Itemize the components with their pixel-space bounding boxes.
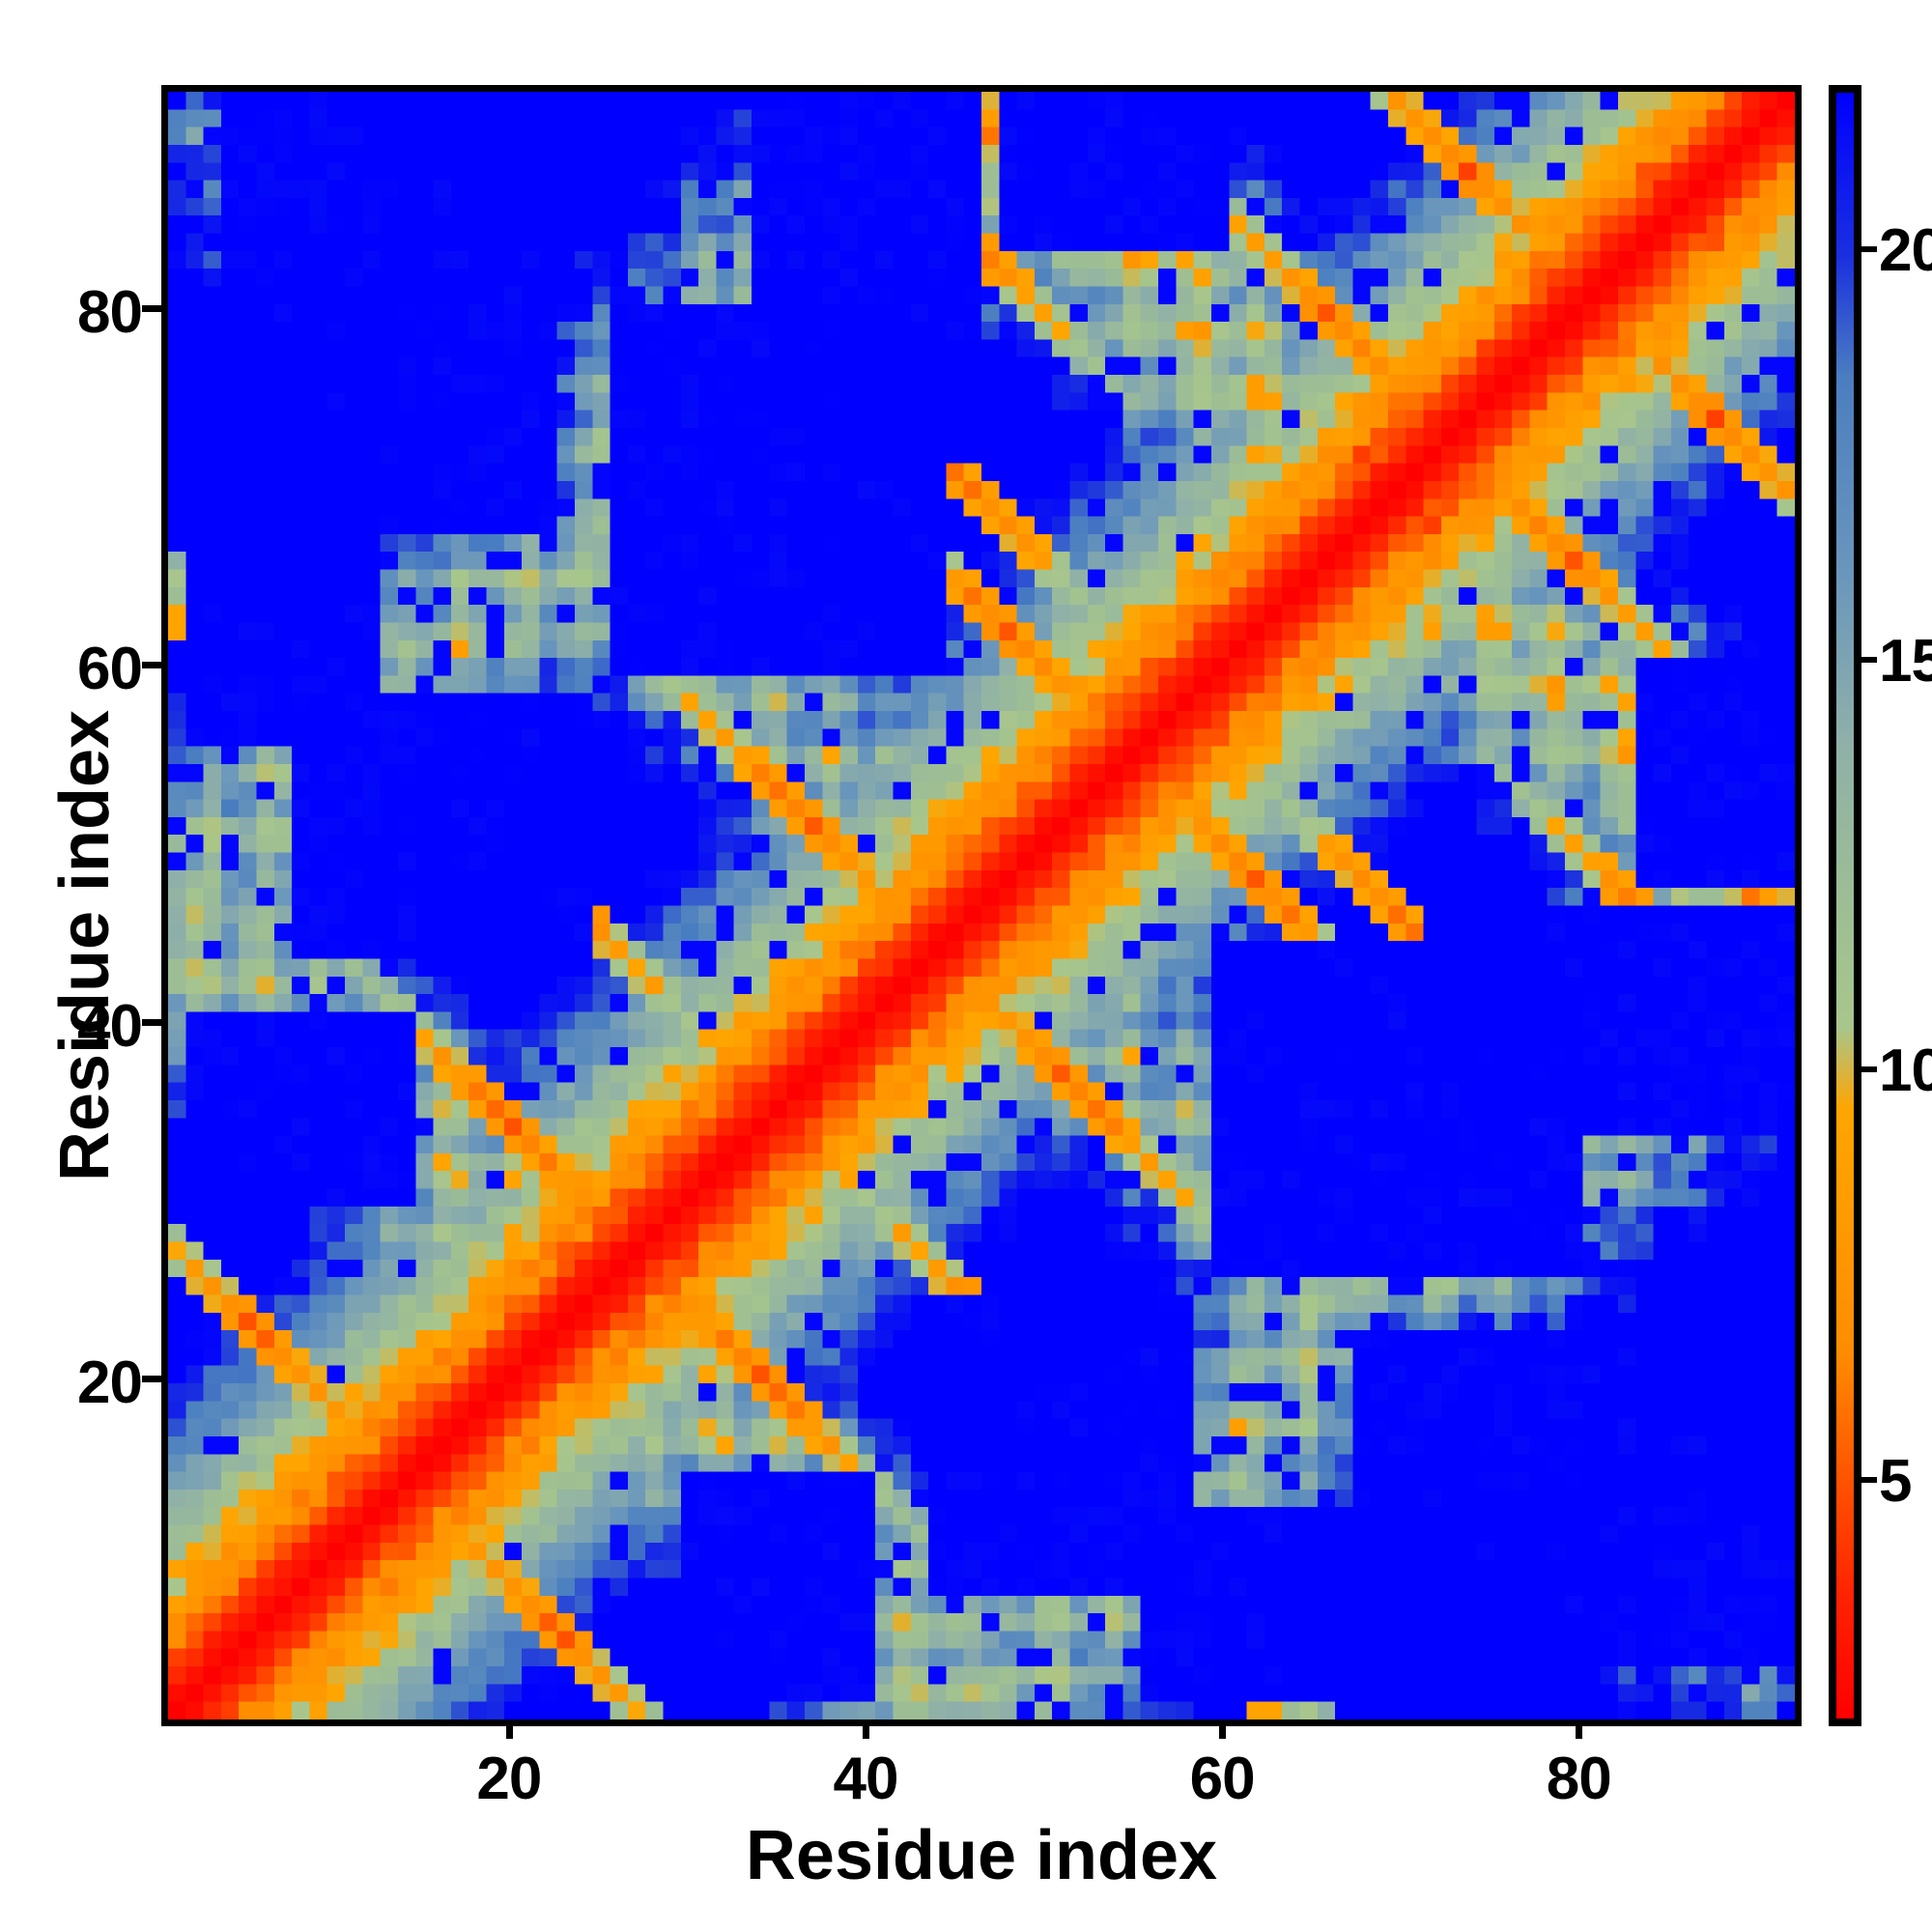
colorbar — [1829, 85, 1861, 1726]
y-axis-title: Residue index — [46, 709, 124, 1182]
heatmap-plot-area — [161, 85, 1802, 1726]
colorbar-tick-mark-5 — [1861, 1477, 1877, 1484]
colorbar-tick-label-15: 15 — [1879, 627, 1932, 695]
x-tick-mark-80 — [1576, 1719, 1583, 1739]
x-tick-mark-60 — [1219, 1719, 1227, 1739]
x-tick-label-20: 20 — [476, 1746, 542, 1812]
heatmap-canvas — [168, 92, 1795, 1719]
colorbar-tick-mark-10 — [1861, 1066, 1877, 1073]
x-tick-label-80: 80 — [1546, 1746, 1612, 1812]
y-tick-mark-80 — [142, 304, 161, 312]
y-tick-mark-40 — [142, 1018, 161, 1026]
colorbar-tick-mark-15 — [1861, 656, 1877, 663]
y-tick-label-20: 20 — [77, 1349, 143, 1416]
x-tick-mark-20 — [505, 1719, 513, 1739]
x-tick-mark-40 — [863, 1719, 870, 1739]
x-tick-label-60: 60 — [1189, 1746, 1256, 1812]
colorbar-tick-mark-20 — [1861, 245, 1877, 252]
colorbar-tick-label-10: 10 — [1879, 1037, 1932, 1105]
y-tick-label-60: 60 — [77, 636, 143, 703]
colorbar-tick-label-20: 20 — [1879, 216, 1932, 284]
x-axis-title: Residue index — [745, 1817, 1218, 1894]
y-tick-label-80: 80 — [77, 278, 143, 346]
y-tick-mark-60 — [142, 662, 161, 669]
colorbar-gradient — [1836, 93, 1854, 1719]
y-tick-label-40: 40 — [77, 992, 143, 1060]
y-tick-mark-20 — [142, 1375, 161, 1382]
x-tick-label-40: 40 — [833, 1746, 899, 1812]
colorbar-tick-label-5: 5 — [1879, 1448, 1912, 1516]
